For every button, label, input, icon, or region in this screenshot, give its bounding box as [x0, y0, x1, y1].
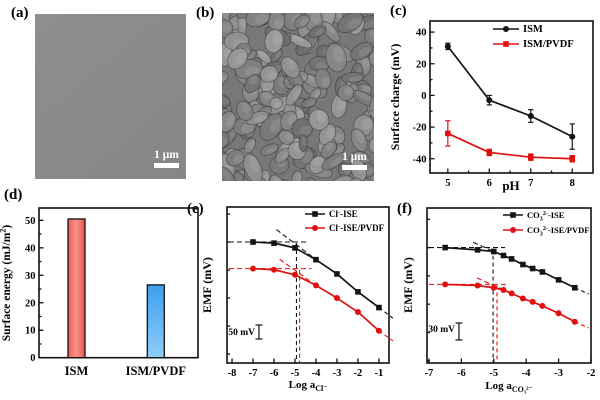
svg-text:-8: -8: [228, 368, 237, 379]
svg-text:-5: -5: [489, 368, 498, 379]
svg-text:-7: -7: [249, 368, 258, 379]
svg-text:Cl--ISE: Cl--ISE: [329, 209, 358, 219]
svg-text:6: 6: [487, 178, 492, 189]
svg-text:Log aCO₃²⁻: Log aCO₃²⁻: [485, 380, 532, 394]
svg-text:-2: -2: [587, 368, 596, 379]
svg-text:-5: -5: [291, 368, 300, 379]
series-ISM: [444, 42, 576, 150]
svg-text:0: 0: [421, 91, 426, 102]
svg-text:50: 50: [25, 216, 36, 227]
scalebar-b: 1 μm: [342, 150, 367, 170]
svg-text:ISM/PVDF: ISM/PVDF: [126, 364, 187, 378]
svg-text:-2: -2: [354, 368, 363, 379]
svg-text:5: 5: [445, 178, 450, 189]
chart-surface-charge-vs-pH: 5 6 7 8 -40 -20 0 20 40 ISM ISM/PVDF Surface charge…: [388, 20, 594, 193]
svg-text:Surface charge (mV): Surface charge (mV): [388, 44, 402, 151]
panel-c-label: (c): [390, 3, 407, 19]
sem-image-smooth-membrane: 1 μm: [35, 14, 186, 179]
svg-text:40: 40: [416, 28, 427, 39]
plot-frame: [429, 20, 594, 174]
svg-text:-1: -1: [375, 368, 384, 379]
scalebar-a-text: 1 μm: [154, 148, 179, 161]
panel-d-label: (d): [4, 187, 23, 203]
series-CO-3-2-ISE: [429, 241, 590, 363]
svg-text:-6: -6: [270, 368, 279, 379]
scalebar-a-bar: [154, 163, 179, 168]
svg-text:EMF (mV): EMF (mV): [401, 257, 415, 313]
legend: ISM ISM/PVDF: [493, 24, 574, 50]
svg-text:pH: pH: [502, 178, 519, 193]
svg-text:ISM/PVDF: ISM/PVDF: [523, 39, 574, 50]
svg-text:Cl--ISE/PVDF: Cl--ISE/PVDF: [329, 223, 385, 233]
mv-scale-bar: 30 mV: [428, 322, 463, 341]
chart-emf-vs-log-aCO3: -7 -6 -5 -4 -3 -2 CO32--ISE CO32--ISE/PVDF 30 mV…: [401, 207, 596, 394]
panel-a-label: (a): [11, 5, 29, 21]
legend: CO32--ISE CO32--ISE/PVDF: [503, 210, 589, 237]
svg-text:-3: -3: [554, 368, 563, 379]
chart-surface-energy-bars: 0 10 20 30 40 50 ISM ISM/PVDF Surface energy (mJ…: [0, 207, 199, 378]
panel-b-label: (b): [196, 5, 215, 21]
svg-text:30: 30: [25, 271, 36, 282]
svg-text:-40: -40: [413, 154, 427, 165]
legend: Cl--ISE Cl--ISE/PVDF: [305, 209, 385, 233]
svg-text:8: 8: [570, 178, 575, 189]
scalebar-b-text: 1 μm: [342, 150, 367, 163]
svg-text:CO32--ISE: CO32--ISE: [527, 210, 565, 222]
svg-text:40: 40: [25, 243, 36, 254]
svg-text:ISM: ISM: [65, 364, 89, 378]
panel-e-label: (e): [187, 201, 204, 217]
chart-emf-vs-log-aCl: -8 -7 -6 -5 -4 -3 -2 -1 Cl--ISE Cl--ISE/PVDF 50 mV…: [200, 206, 394, 393]
svg-text:10: 10: [25, 326, 36, 337]
plot-frame: [226, 206, 390, 364]
svg-text:-4: -4: [312, 368, 321, 379]
svg-text:CO32--ISE/PVDF: CO32--ISE/PVDF: [527, 225, 589, 237]
series-Cl-ISE-PVDF: [229, 258, 394, 363]
mv-scale-bar: 50 mV: [228, 324, 263, 340]
svg-text:50 mV: 50 mV: [228, 328, 255, 338]
svg-text:0: 0: [30, 353, 35, 364]
svg-text:-7: -7: [425, 368, 434, 379]
svg-text:-4: -4: [522, 368, 531, 379]
scalebar-a: 1 μm: [154, 148, 179, 168]
series-Cl-ISE: [229, 229, 394, 363]
svg-text:ISM: ISM: [523, 24, 543, 35]
svg-text:-20: -20: [413, 123, 427, 134]
svg-text:Log aCl⁻: Log aCl⁻: [289, 379, 328, 393]
svg-text:30 mV: 30 mV: [428, 325, 455, 335]
svg-text:20: 20: [416, 59, 427, 70]
svg-text:EMF (mV): EMF (mV): [200, 257, 214, 313]
bar-ISM: [67, 218, 86, 359]
plot-frame: [426, 207, 592, 364]
svg-text:Surface energy (mJ/m2): Surface energy (mJ/m2): [0, 225, 13, 342]
bar-ISM-PVDF: [146, 284, 165, 359]
svg-text:-3: -3: [333, 368, 342, 379]
svg-text:20: 20: [25, 298, 36, 309]
series-CO-3-2-ISE-PVDF: [429, 277, 590, 363]
svg-text:7: 7: [528, 178, 533, 189]
plot-frame: [38, 207, 199, 359]
sem-image-granular-membrane: 1 μm: [222, 13, 374, 181]
panel-f-label: (f): [397, 201, 412, 217]
scalebar-b-bar: [342, 165, 367, 170]
svg-text:-6: -6: [457, 368, 466, 379]
series-ISM-PVDF: [445, 120, 576, 163]
